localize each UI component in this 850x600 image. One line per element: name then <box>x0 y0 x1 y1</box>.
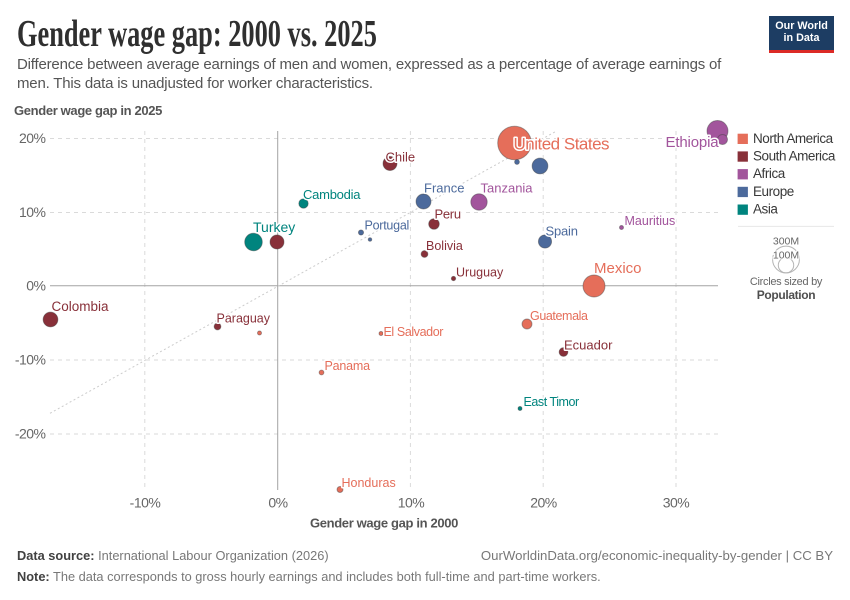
svg-text:Circles sized by: Circles sized by <box>750 276 823 288</box>
svg-text:0%: 0% <box>268 495 287 511</box>
svg-text:0%: 0% <box>26 277 45 293</box>
svg-text:300M: 300M <box>773 236 799 248</box>
svg-text:Portugal: Portugal <box>365 219 410 233</box>
svg-text:El Salvador: El Salvador <box>384 325 444 339</box>
svg-text:Honduras: Honduras <box>342 476 396 490</box>
svg-text:Mauritius: Mauritius <box>625 214 676 228</box>
svg-text:Ecuador: Ecuador <box>564 338 613 353</box>
svg-text:East Timor: East Timor <box>524 395 580 409</box>
svg-text:Guatemala: Guatemala <box>530 309 588 323</box>
svg-text:20%: 20% <box>19 130 46 146</box>
svg-text:France: France <box>424 181 464 196</box>
svg-text:Ethiopia: Ethiopia <box>665 134 719 151</box>
svg-text:Gender wage gap in 2000: Gender wage gap in 2000 <box>310 516 458 531</box>
svg-text:Europe: Europe <box>753 184 794 199</box>
svg-text:Peru: Peru <box>435 207 461 222</box>
svg-text:Mexico: Mexico <box>594 260 642 277</box>
svg-text:North America: North America <box>753 131 834 146</box>
svg-text:-10%: -10% <box>15 352 46 368</box>
svg-text:Chile: Chile <box>386 150 416 165</box>
svg-text:Asia: Asia <box>753 202 778 217</box>
svg-text:-10%: -10% <box>130 495 161 511</box>
svg-text:10%: 10% <box>19 204 46 220</box>
svg-text:Uruguay: Uruguay <box>456 266 504 280</box>
svg-text:20%: 20% <box>530 495 557 511</box>
svg-text:Bolivia: Bolivia <box>426 239 463 253</box>
svg-text:100M: 100M <box>773 250 799 262</box>
svg-text:Cambodia: Cambodia <box>303 187 361 202</box>
svg-text:Tanzania: Tanzania <box>481 181 534 196</box>
svg-text:Turkey: Turkey <box>253 219 295 235</box>
svg-text:10%: 10% <box>398 495 425 511</box>
svg-text:Paraguay: Paraguay <box>217 312 271 326</box>
svg-text:South America: South America <box>753 149 836 164</box>
svg-text:Panama: Panama <box>325 359 371 373</box>
svg-text:30%: 30% <box>663 495 690 511</box>
svg-text:United States: United States <box>514 135 610 154</box>
svg-text:Population: Population <box>757 288 816 302</box>
svg-text:-20%: -20% <box>15 426 46 442</box>
svg-text:Spain: Spain <box>546 224 578 239</box>
svg-text:Africa: Africa <box>753 166 786 181</box>
svg-text:Colombia: Colombia <box>52 299 110 314</box>
